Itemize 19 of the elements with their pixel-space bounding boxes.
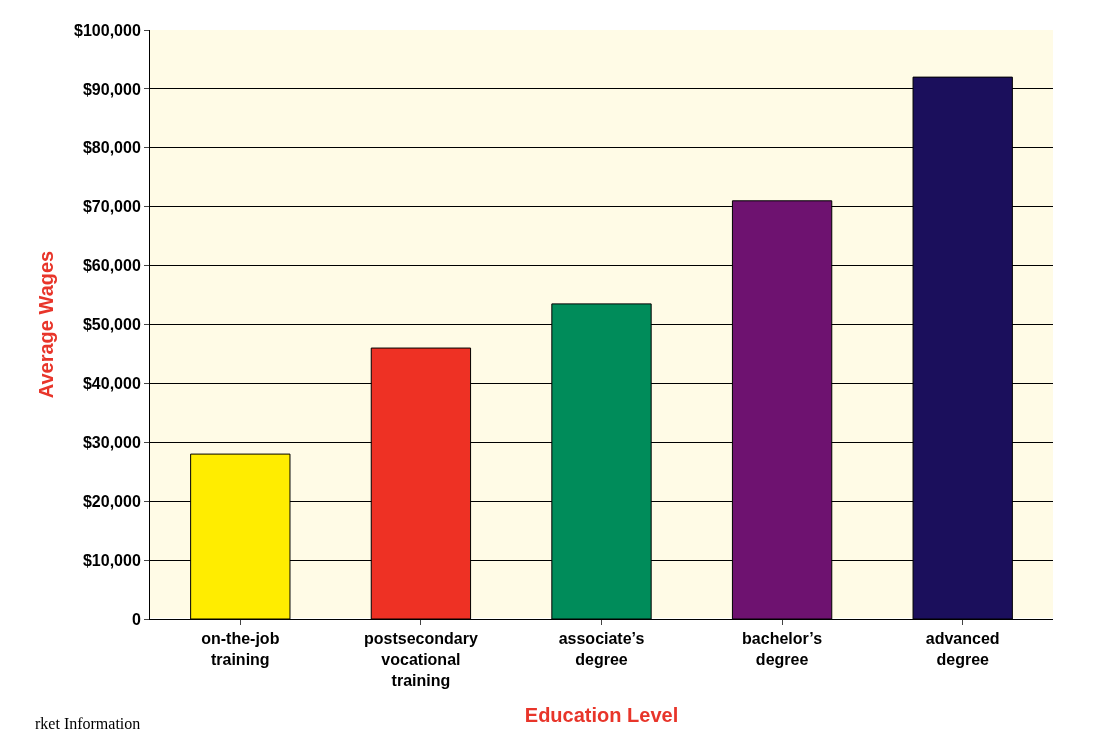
y-tick-label: $90,000 [82,80,141,98]
x-tick-label: on-the-job training [201,630,280,668]
y-tick-label: $10,000 [82,551,141,569]
y-axis-title: Average Wages [34,250,57,399]
y-tick-label: $50,000 [82,316,141,334]
y-tick-label: $70,000 [82,198,141,216]
x-tick-label: advanced degree [925,630,1000,668]
text: rket Information [35,715,141,732]
y-tick-label: $40,000 [82,375,141,392]
y-tick-label: $60,000 [82,257,141,275]
y-tick-label: $30,000 [82,433,141,451]
x-tick-label: associate’s degree [558,630,645,668]
x-tick-label: postsecondary vocational training [363,630,478,689]
y-tick-label: 0 [131,610,141,628]
x-axis-title: Education Level [524,704,679,727]
y-tick-label: $20,000 [82,492,141,510]
x-tick-label: bachelor’s degree [742,630,823,668]
y-tick-label: $80,000 [82,139,141,157]
y-tick-label: $100,000 [74,21,141,39]
